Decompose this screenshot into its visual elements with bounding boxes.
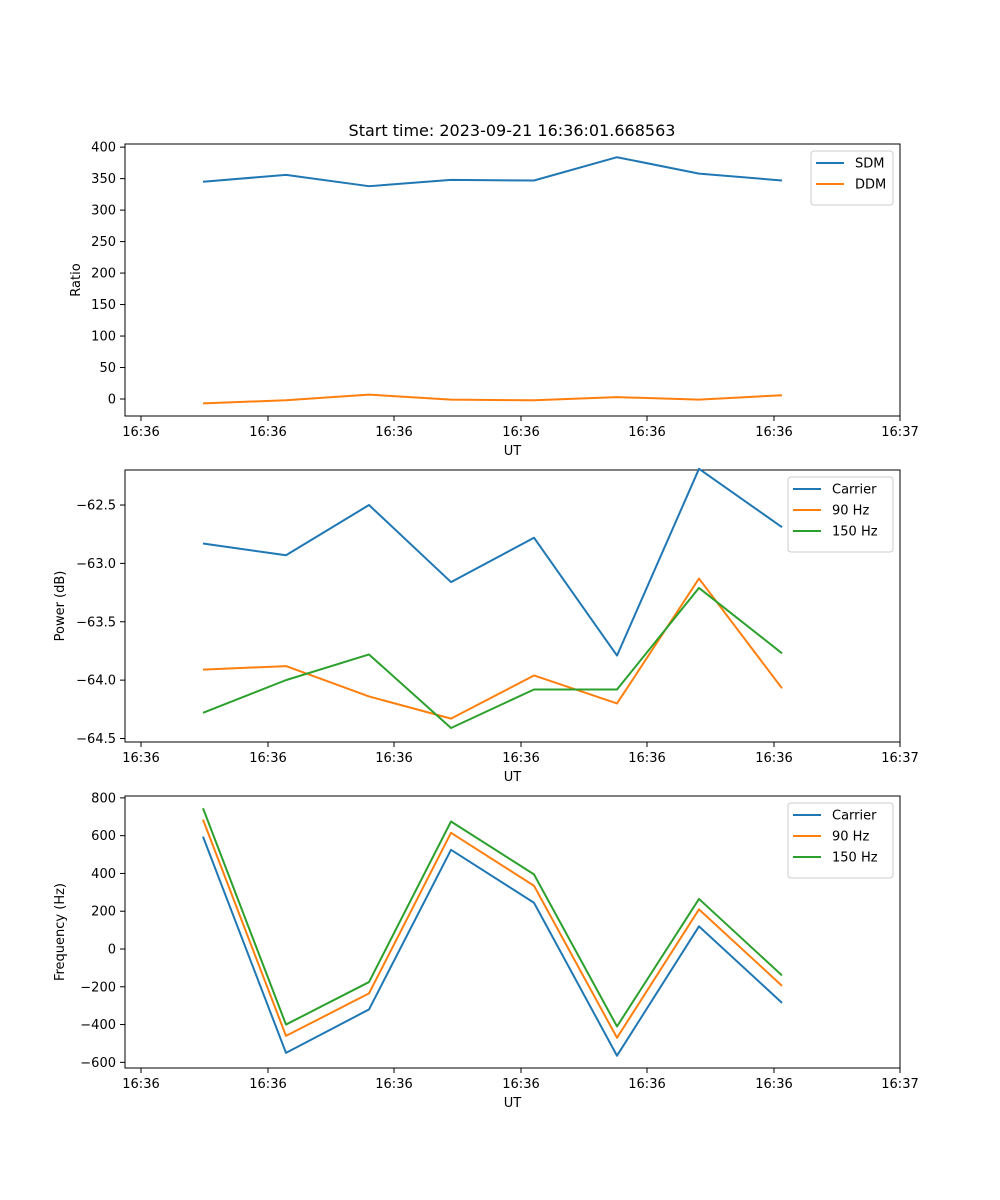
x-tick-label: 16:36 <box>502 1077 539 1092</box>
series-line-90-hz <box>202 577 783 720</box>
x-axis-label: UT <box>504 1096 522 1111</box>
legend: SDM DDM <box>810 150 894 206</box>
x-tick-label: 16:36 <box>755 425 792 440</box>
legend-label: Carrier <box>832 483 877 498</box>
y-tick-label: 150 <box>91 298 116 313</box>
y-tick-label: −63.5 <box>76 615 116 630</box>
legend-label: 150 Hz <box>832 851 878 866</box>
x-tick-label: 16:36 <box>755 751 792 766</box>
legend-label: 150 Hz <box>832 525 878 540</box>
y-axis-label: Power (dB) <box>53 571 68 642</box>
series-line-ddm <box>202 393 783 405</box>
x-tick-label: 16:36 <box>122 1077 159 1092</box>
legend: Carrier 90 Hz 150 Hz <box>787 802 894 879</box>
axes-frame <box>124 795 901 1069</box>
y-tick-label: −63.0 <box>76 557 116 572</box>
legend-label: SDM <box>855 157 884 172</box>
y-tick-label: 0 <box>108 943 116 958</box>
x-tick-label: 16:36 <box>375 425 412 440</box>
legend-box <box>787 476 894 553</box>
x-tick-label: 16:37 <box>881 425 918 440</box>
x-tick-label: 16:36 <box>122 751 159 766</box>
y-tick-label: −400 <box>80 1018 116 1033</box>
x-tick-label: 16:36 <box>628 751 665 766</box>
y-tick-label: 800 <box>91 791 116 806</box>
y-axis-label: Frequency (Hz) <box>53 883 68 981</box>
y-tick-label: −600 <box>80 1056 116 1071</box>
x-tick-label: 16:36 <box>502 425 539 440</box>
legend-box <box>787 802 894 879</box>
y-axis-label: Ratio <box>69 263 84 296</box>
panel-1: 16:36 16:36 16:36 16:36 16:36 16:36 16:37 0 50 10… <box>69 141 919 459</box>
legend-label: DDM <box>855 178 886 193</box>
y-tick-label: 200 <box>91 267 116 282</box>
x-tick-label: 16:36 <box>122 425 159 440</box>
axes-frame <box>124 469 901 743</box>
series-line-150-hz <box>202 586 783 729</box>
panel-2: 16:36 16:36 16:36 16:36 16:36 16:36 16:37 −64.5… <box>53 467 919 785</box>
y-tick-label: 400 <box>91 867 116 882</box>
series-line-90-hz <box>202 819 783 1039</box>
y-tick-label: 100 <box>91 330 116 345</box>
y-tick-label: 0 <box>108 393 116 408</box>
legend-label: 90 Hz <box>832 830 869 845</box>
x-tick-label: 16:37 <box>881 1077 918 1092</box>
x-axis-label: UT <box>504 444 522 459</box>
x-tick-label: 16:36 <box>755 1077 792 1092</box>
y-tick-label: 600 <box>91 829 116 844</box>
panel-3: 16:36 16:36 16:36 16:36 16:36 16:36 16:37 −600 −… <box>53 791 919 1111</box>
figure-title: Start time: 2023-09-21 16:36:01.668563 <box>349 121 676 140</box>
legend-label: 90 Hz <box>832 504 869 519</box>
x-tick-label: 16:37 <box>881 751 918 766</box>
series-line-carrier <box>202 836 783 1057</box>
x-axis-label: UT <box>504 770 522 785</box>
y-tick-label: 250 <box>91 235 116 250</box>
y-tick-label: 400 <box>91 141 116 156</box>
y-tick-label: 300 <box>91 204 116 219</box>
x-tick-label: 16:36 <box>249 751 286 766</box>
x-tick-label: 16:36 <box>628 425 665 440</box>
y-tick-label: −200 <box>80 980 116 995</box>
series-line-sdm <box>202 156 783 188</box>
x-tick-label: 16:36 <box>249 1077 286 1092</box>
series-line-carrier <box>202 467 783 657</box>
x-tick-label: 16:36 <box>628 1077 665 1092</box>
axes-frame <box>124 143 901 417</box>
y-tick-label: −64.5 <box>76 732 116 747</box>
y-tick-label: 200 <box>91 905 116 920</box>
y-tick-label: 50 <box>99 361 116 376</box>
y-tick-label: −64.0 <box>76 674 116 689</box>
x-tick-label: 16:36 <box>375 751 412 766</box>
x-tick-label: 16:36 <box>375 1077 412 1092</box>
legend-box <box>810 150 894 206</box>
x-tick-label: 16:36 <box>502 751 539 766</box>
legend: Carrier 90 Hz 150 Hz <box>787 476 894 553</box>
legend-label: Carrier <box>832 809 877 824</box>
panels: 16:36 16:36 16:36 16:36 16:36 16:36 16:37 0 50 10… <box>53 141 919 1111</box>
series-line-150-hz <box>202 807 783 1028</box>
y-tick-label: −62.5 <box>76 499 116 514</box>
x-tick-label: 16:36 <box>249 425 286 440</box>
y-tick-label: 350 <box>91 172 116 187</box>
